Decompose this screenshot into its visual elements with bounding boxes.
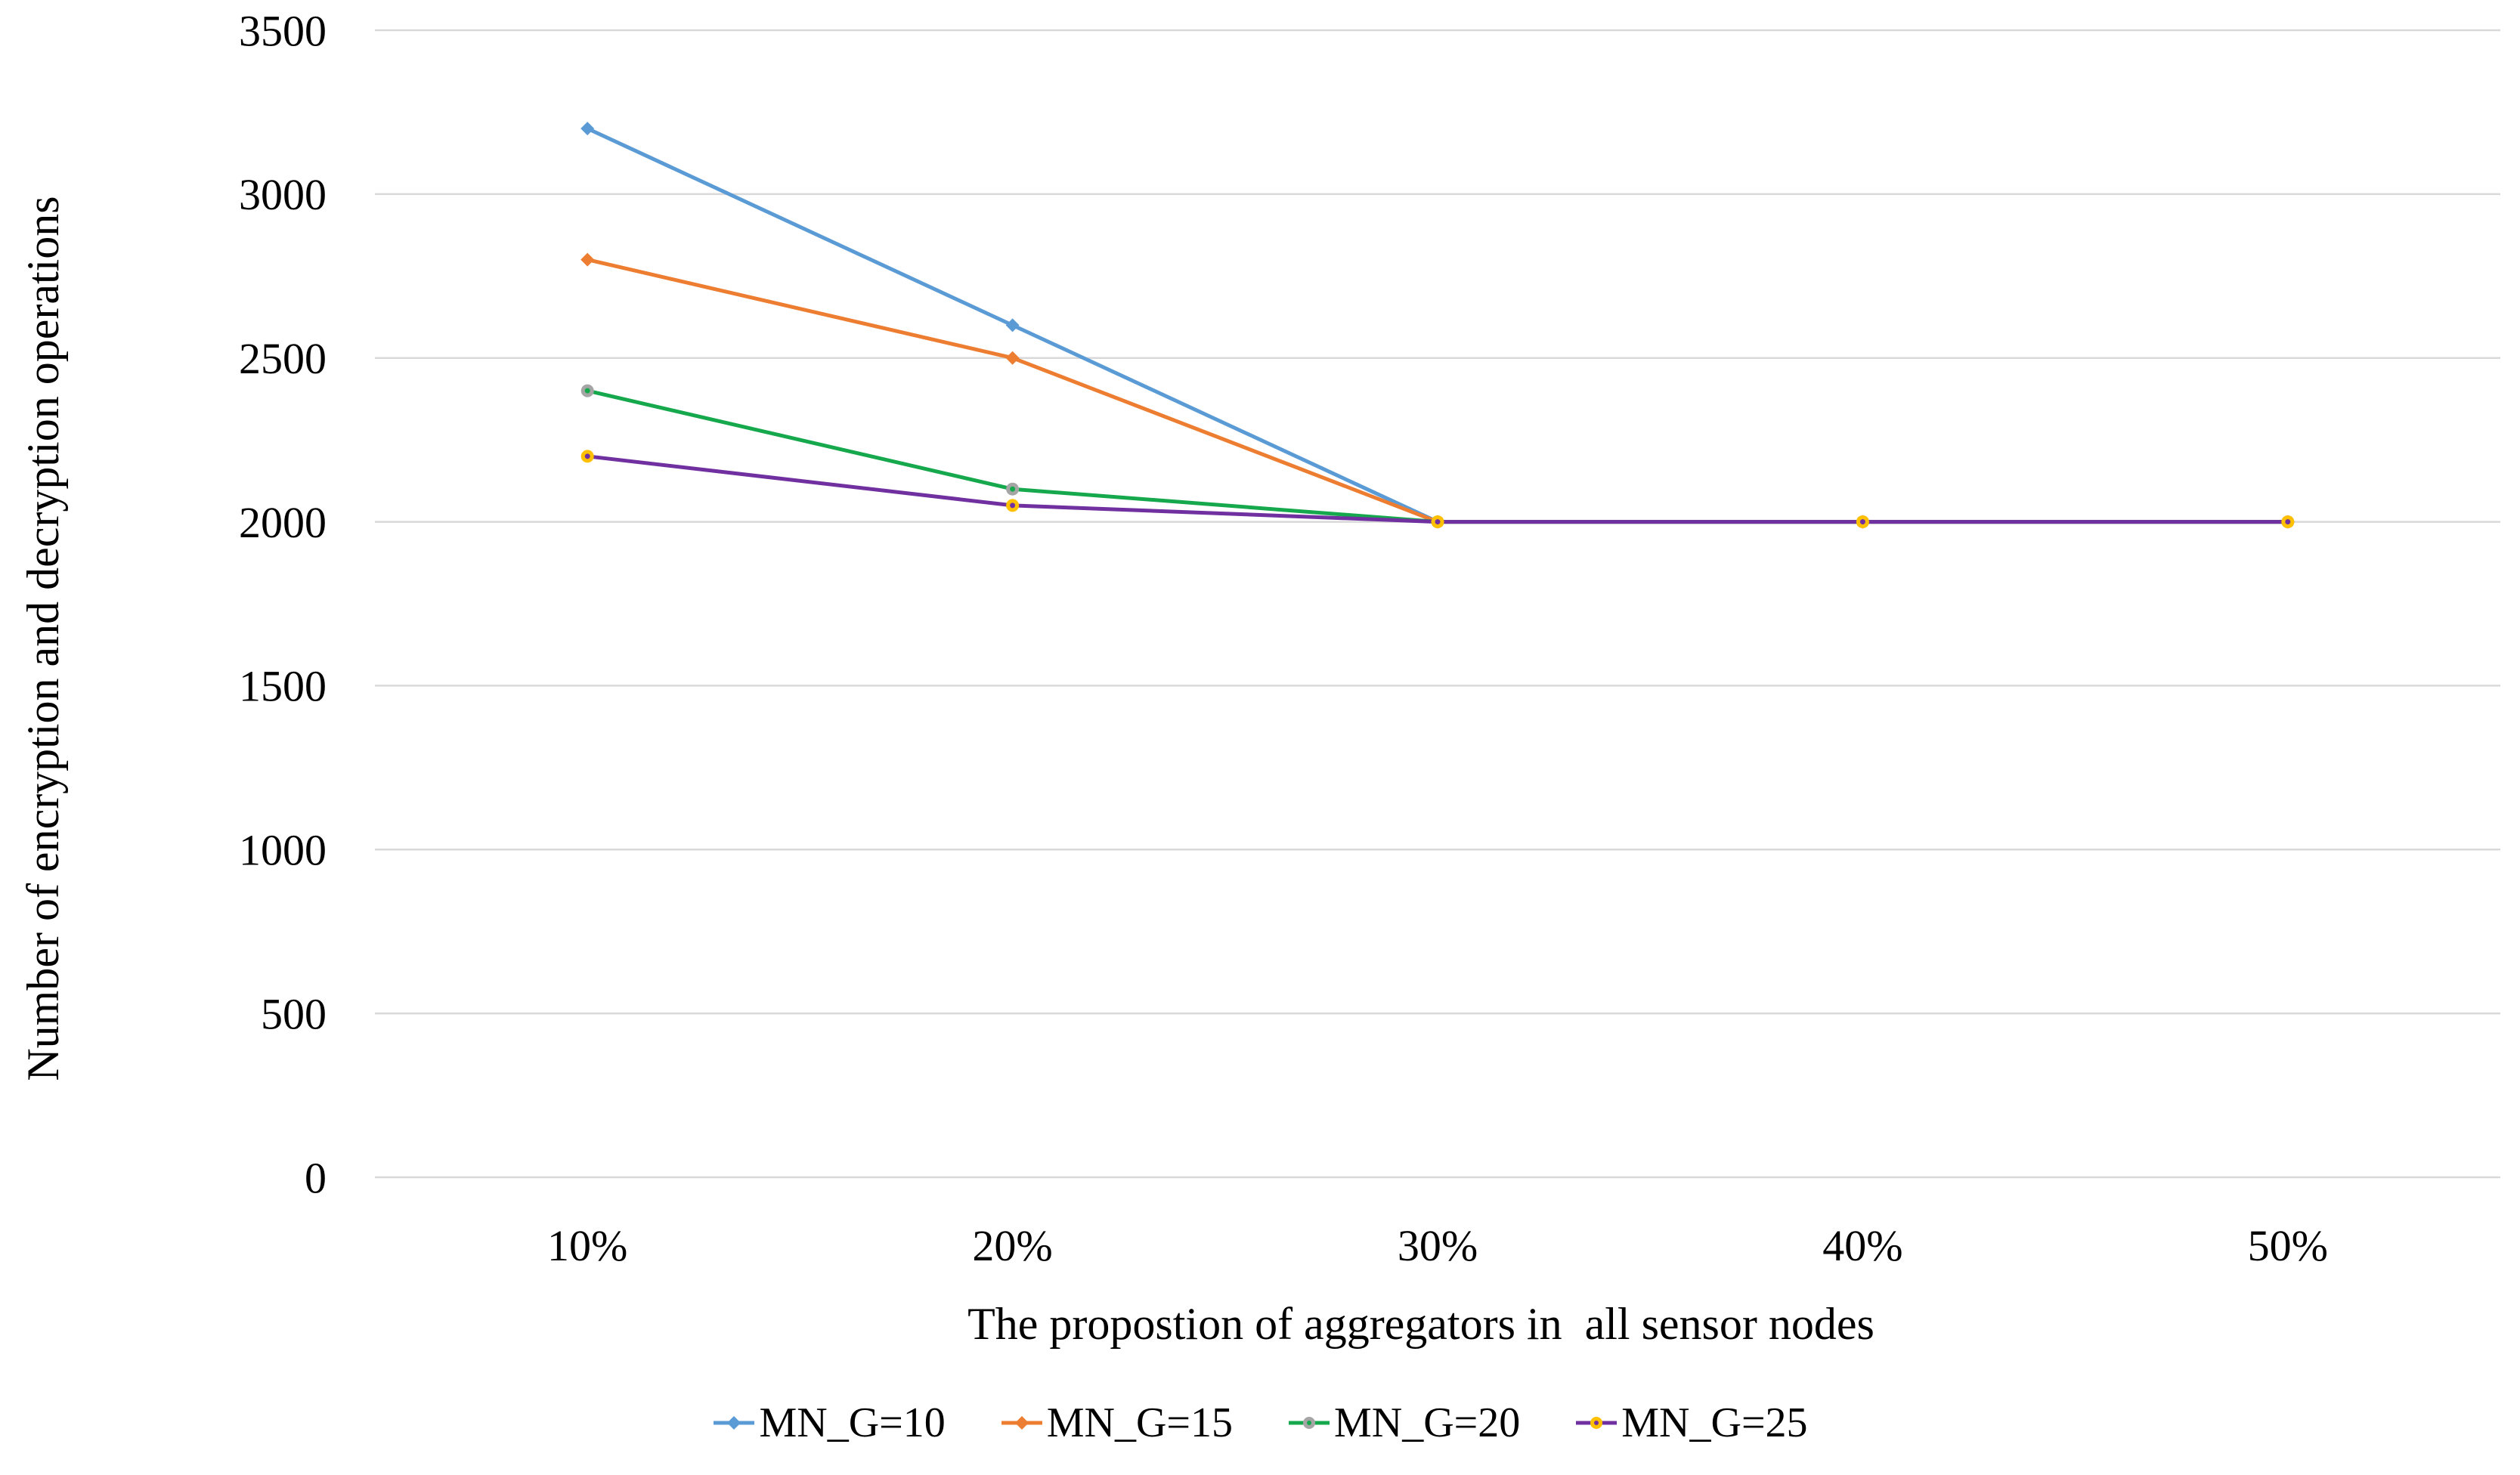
x-tick-label: 40% (1822, 1221, 1902, 1270)
series-line-MN_G=25 (585, 454, 2290, 524)
gridlines-group (375, 29, 2500, 1179)
legend-entry-MN_G=10: MN_G=10 (712, 1399, 946, 1446)
legend-label: MN_G=25 (1621, 1399, 1808, 1446)
legend-point-core (1307, 1421, 1311, 1425)
data-point-marker (1005, 351, 1020, 365)
series-line-MN_G=20 (585, 388, 2290, 524)
data-point-marker-core (1435, 519, 1441, 525)
series-MN_G=10 (580, 122, 2295, 529)
series-line-MN_G=10 (585, 126, 2290, 524)
y-tick-label: 2000 (239, 498, 327, 547)
data-point-marker-core (584, 388, 590, 394)
y-tick-label: 1000 (239, 826, 327, 875)
y-tick-label: 3000 (239, 170, 327, 219)
data-point-marker (580, 122, 595, 136)
legend-point-core (1594, 1421, 1599, 1425)
legend-marker-icon (1001, 1416, 1042, 1430)
x-axis-title: The propostion of aggregators in all sen… (967, 1299, 1875, 1349)
series-group (580, 122, 2295, 529)
y-tick-label: 3500 (239, 6, 327, 55)
data-point-marker (580, 252, 595, 267)
data-point-marker-core (2285, 519, 2291, 525)
x-tick-label: 20% (972, 1221, 1052, 1270)
series-MN_G=25 (580, 450, 2295, 529)
legend-point (727, 1416, 741, 1430)
legend-marker-icon (1576, 1417, 1618, 1429)
series-MN_G=15 (580, 252, 2295, 529)
y-tick-label: 1500 (239, 662, 327, 711)
x-tick-label: 10% (547, 1221, 627, 1270)
data-point-marker-core (584, 453, 590, 459)
legend-label: MN_G=15 (1046, 1399, 1233, 1446)
data-point-marker (1005, 318, 1020, 332)
legend-point (1014, 1416, 1029, 1430)
data-point-marker-core (1010, 502, 1016, 509)
data-point-marker-core (1859, 519, 1865, 525)
legend-entry-MN_G=15: MN_G=15 (1000, 1402, 1233, 1444)
series-MN_G=20 (580, 384, 2295, 529)
data-point-marker-core (1010, 486, 1016, 492)
y-tick-label: 2500 (239, 334, 327, 383)
x-tick-label: 50% (2248, 1221, 2328, 1270)
y-tick-label: 0 (305, 1153, 327, 1202)
y-axis-title: Number of encryption and decryption oper… (18, 196, 68, 1081)
legend-marker-icon (714, 1416, 755, 1430)
x-tick-label: 30% (1398, 1221, 1478, 1270)
legend-marker-icon (1289, 1417, 1330, 1429)
legend: MN_G=10 MN_G=15 MN_G=20 MN_G=25 (0, 1389, 2520, 1457)
x-axis-tick-labels: 10% 20% 30% 40% 50% (547, 1221, 2328, 1270)
legend-label: MN_G=20 (1334, 1399, 1521, 1446)
y-axis-tick-labels: 0 500 1000 1500 2000 2500 3000 3500 (239, 6, 327, 1202)
legend-entry-MN_G=25: MN_G=25 (1574, 1399, 1808, 1446)
legend-entry-MN_G=20: MN_G=20 (1287, 1402, 1520, 1444)
y-tick-label: 500 (261, 989, 327, 1038)
series-line-MN_G=15 (585, 258, 2290, 524)
legend-label: MN_G=10 (759, 1399, 946, 1446)
